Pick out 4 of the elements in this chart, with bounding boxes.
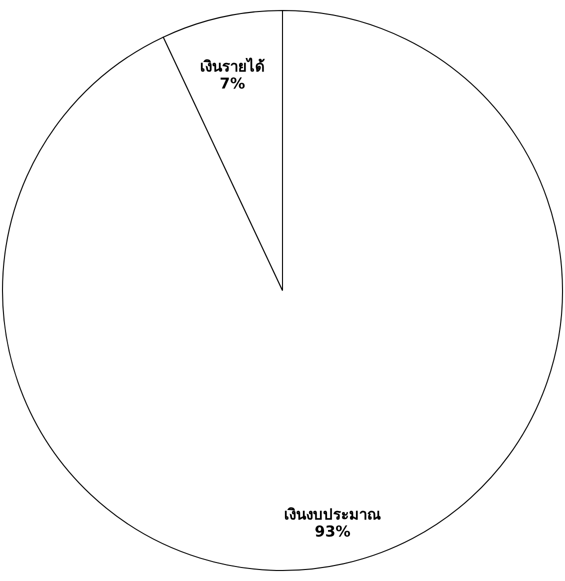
data-label: 93%	[314, 522, 351, 541]
slice-label: เงินรายได้	[200, 56, 265, 76]
data-label: 7%	[220, 74, 246, 92]
slice-label: เงินงบประมาณ	[284, 506, 382, 524]
